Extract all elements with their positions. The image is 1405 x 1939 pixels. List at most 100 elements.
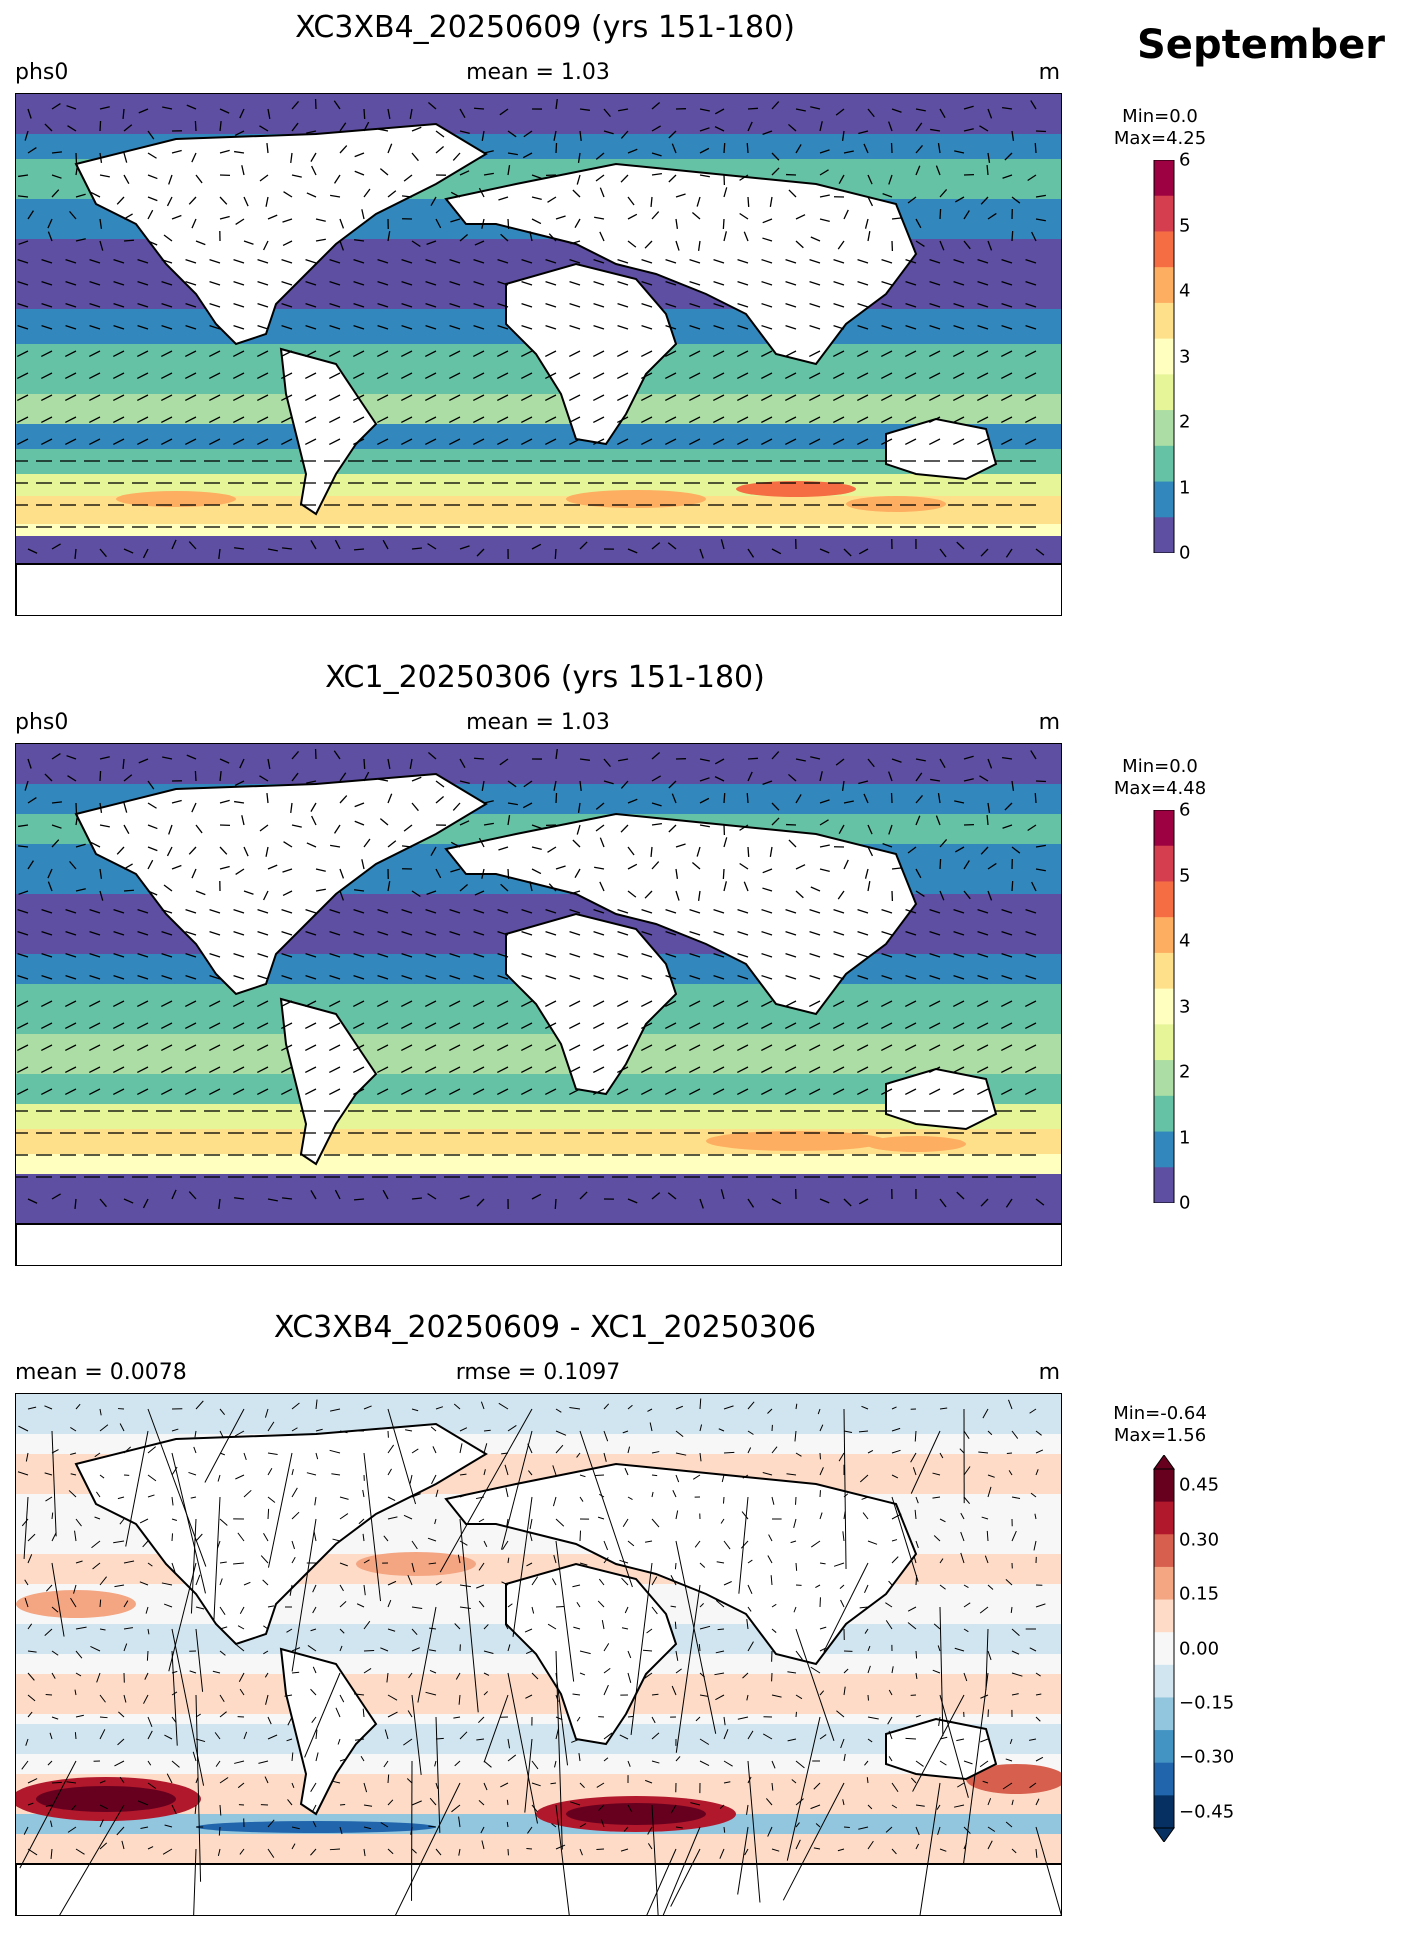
wind-vector <box>984 1555 989 1564</box>
wind-vector <box>233 1088 245 1096</box>
wind-vector <box>481 868 485 879</box>
wind-vector <box>339 1645 343 1652</box>
wind-vector <box>737 930 749 936</box>
wind-vector <box>963 210 970 220</box>
wind-vector <box>785 974 797 980</box>
wind-vector <box>435 1782 439 1789</box>
wind-vector <box>329 1848 341 1851</box>
wind-vector <box>214 1732 221 1740</box>
wind-vector <box>747 1606 752 1612</box>
wind-vector <box>142 1540 149 1548</box>
wind-vector <box>885 1620 893 1630</box>
wind-vector <box>548 883 557 892</box>
wind-vector <box>675 1540 717 1734</box>
wind-vector <box>354 152 365 158</box>
wind-vector <box>864 1584 869 1594</box>
wind-vector <box>833 280 845 286</box>
wind-vector <box>454 1760 461 1767</box>
wind-vector <box>548 233 557 242</box>
wind-vector <box>914 1430 917 1442</box>
wind-vector <box>713 302 725 308</box>
wind-vector <box>521 1044 533 1052</box>
wind-vector <box>147 1730 153 1740</box>
wind-vector <box>982 1780 989 1784</box>
wind-vector <box>761 1022 773 1030</box>
wind-vector <box>599 837 605 848</box>
wind-vector <box>377 908 389 914</box>
wind-vector <box>281 1044 293 1052</box>
wind-vector <box>857 302 869 308</box>
wind-vector <box>838 824 845 835</box>
wind-vector <box>699 1738 710 1745</box>
wind-vector <box>762 868 773 874</box>
wind-vector <box>411 1628 418 1636</box>
wind-vector <box>304 1672 341 1758</box>
wind-vector <box>428 101 437 110</box>
wind-vector <box>265 196 269 207</box>
wind-vector <box>885 1602 893 1608</box>
wind-vector <box>795 890 804 899</box>
wind-vector <box>929 952 941 958</box>
panel2-map <box>15 743 1062 1266</box>
wind-vector <box>771 1628 777 1633</box>
wind-vector <box>234 800 245 804</box>
wind-vector <box>507 1557 510 1564</box>
wind-vector <box>1030 750 1037 760</box>
wind-vector <box>840 1599 845 1608</box>
wind-vector <box>977 258 989 264</box>
colorbar-tick-label: 0.30 <box>1179 1529 1220 1551</box>
wind-vector <box>306 130 317 134</box>
wind-vector <box>857 324 869 330</box>
wind-vector <box>291 1826 300 1830</box>
wind-vector <box>27 1711 33 1718</box>
wind-vector <box>1035 1603 1046 1608</box>
wind-vector <box>74 1198 77 1210</box>
wind-vector <box>593 394 605 402</box>
wind-vector <box>408 1672 413 1679</box>
wind-vector <box>305 324 317 330</box>
wind-vector <box>810 1666 821 1674</box>
wind-vector <box>99 868 103 879</box>
wind-vector <box>409 758 413 769</box>
wind-vector <box>51 753 61 760</box>
wind-vector <box>267 1508 270 1520</box>
wind-vector <box>51 103 61 110</box>
wind-vector <box>282 240 293 247</box>
wind-vector <box>714 1672 725 1676</box>
wind-vector <box>857 416 869 424</box>
wind-vector <box>333 824 341 834</box>
wind-vector <box>579 1650 591 1655</box>
wind-vector <box>531 174 542 179</box>
wind-vector <box>506 1799 509 1806</box>
wind-vector <box>737 438 749 446</box>
wind-vector <box>527 1470 533 1476</box>
wind-vector <box>795 1694 803 1700</box>
wind-vector <box>833 438 845 446</box>
wind-vector <box>329 952 341 958</box>
wind-vector <box>188 541 197 550</box>
wind-vector <box>435 1489 439 1498</box>
wind-vector <box>190 1496 197 1499</box>
wind-vector <box>521 258 533 264</box>
wind-vector <box>691 861 701 870</box>
wind-vector <box>599 1493 605 1498</box>
wind-vector <box>219 215 230 220</box>
colorbar-tick-label: 4 <box>1179 930 1191 952</box>
wind-vector <box>137 394 149 402</box>
wind-vector <box>185 1022 197 1030</box>
wind-vector <box>907 196 917 204</box>
wind-vector <box>459 1473 467 1476</box>
wind-vector <box>234 1430 245 1437</box>
wind-vector <box>545 1022 557 1030</box>
wind-vector <box>458 1848 461 1856</box>
wind-vector <box>694 1540 701 1548</box>
wind-vector <box>675 218 679 229</box>
wind-vector <box>545 1066 557 1074</box>
wind-vector <box>123 1694 127 1703</box>
wind-vector <box>425 952 437 958</box>
wind-vector <box>531 868 542 875</box>
wind-vector <box>65 350 77 358</box>
wind-vector <box>315 238 326 242</box>
wind-vector <box>651 1474 658 1477</box>
wind-vector <box>569 1044 581 1052</box>
